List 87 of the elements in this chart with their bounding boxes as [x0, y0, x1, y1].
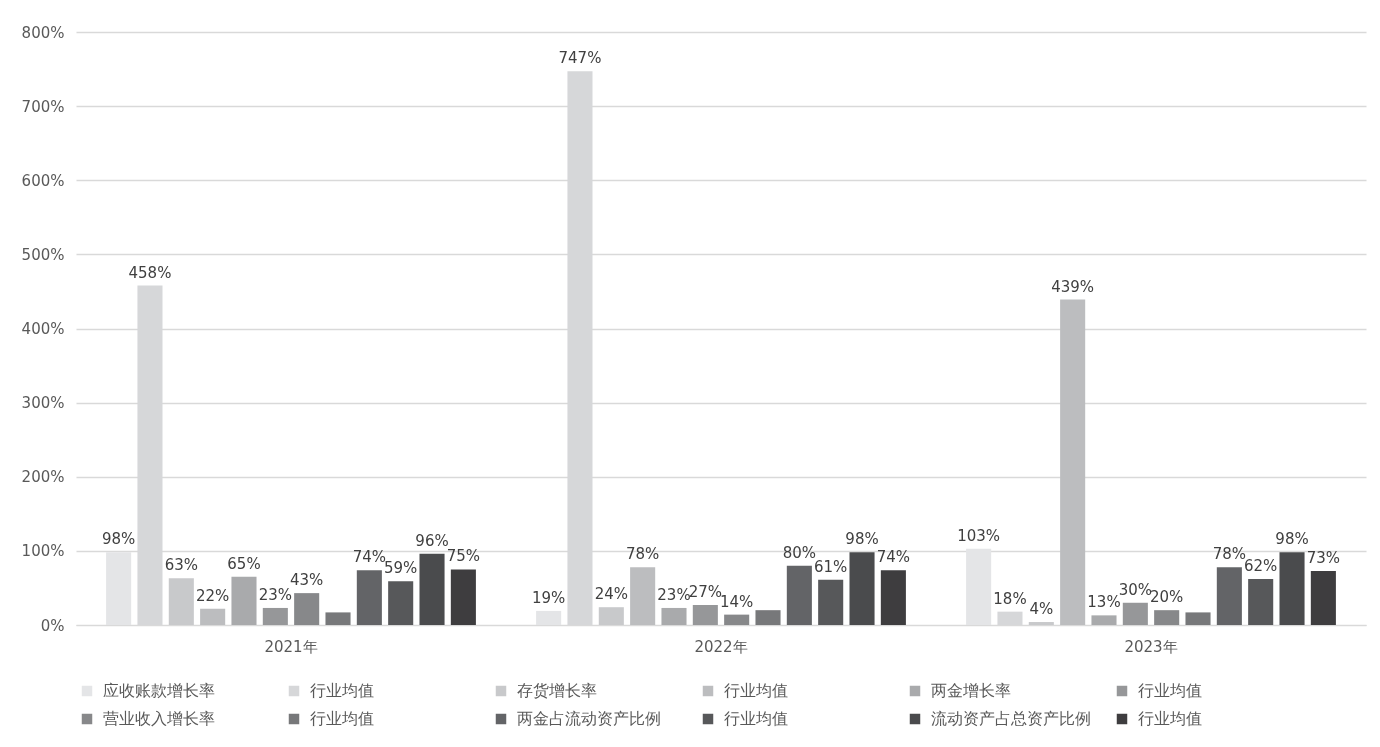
bar — [1091, 615, 1117, 625]
legend-label: 两金增长率 — [931, 681, 1011, 700]
data-label: 61% — [814, 557, 848, 576]
bar — [1028, 622, 1054, 625]
bar — [692, 604, 718, 625]
data-label: 62% — [1244, 557, 1278, 576]
data-label: 24% — [594, 585, 628, 604]
y-tick-label: 500% — [21, 245, 65, 264]
data-label: 19% — [531, 588, 566, 607]
bar — [1248, 579, 1274, 625]
data-label: 30% — [1118, 580, 1152, 599]
data-label: 73% — [1306, 548, 1341, 567]
x-tick-label: 2023年 — [1124, 637, 1178, 656]
legend-label: 流动资产占总资产比例 — [931, 709, 1091, 728]
y-tick-label: 400% — [21, 320, 65, 338]
bar — [450, 569, 476, 625]
data-label: 23% — [657, 585, 691, 604]
y-tick-label: 0% — [40, 616, 65, 635]
bar — [294, 593, 320, 625]
data-label: 59% — [384, 559, 418, 578]
legend-label: 行业均值 — [1138, 709, 1202, 728]
data-label: 4% — [1029, 600, 1054, 619]
data-label: 103% — [957, 526, 1001, 545]
bar — [262, 607, 288, 625]
data-label: 20% — [1150, 588, 1184, 607]
bar — [419, 553, 445, 625]
legend-label: 行业均值 — [724, 681, 788, 700]
bar — [724, 614, 750, 625]
bar — [200, 608, 226, 625]
bar — [1154, 610, 1180, 625]
data-label: 74% — [876, 548, 911, 567]
data-label: 75% — [446, 547, 481, 566]
bar — [849, 552, 875, 625]
data-label: 23% — [258, 585, 292, 604]
legend-label: 行业均值 — [724, 709, 788, 728]
bar — [325, 612, 351, 625]
bar — [231, 576, 257, 625]
bar — [1216, 567, 1242, 625]
data-label: 98% — [101, 530, 136, 549]
bar — [880, 570, 906, 625]
y-tick-label: 700% — [21, 97, 65, 116]
data-label: 98% — [845, 530, 879, 549]
data-label: 13% — [1087, 593, 1121, 612]
bar — [168, 578, 194, 625]
data-label: 18% — [993, 589, 1027, 608]
legend-label: 两金占流动资产比例 — [517, 709, 661, 728]
legend-label: 行业均值 — [310, 681, 374, 700]
bar — [1310, 570, 1336, 625]
data-label: 65% — [227, 554, 261, 573]
data-label: 458% — [128, 263, 172, 282]
data-label: 14% — [720, 592, 754, 611]
y-tick-label: 800% — [21, 23, 65, 42]
legend-label: 行业均值 — [310, 709, 374, 728]
legend-label: 行业均值 — [1138, 681, 1202, 700]
x-tick-label: 2022年 — [694, 637, 748, 656]
data-label: 63% — [164, 556, 198, 575]
data-label: 747% — [558, 49, 602, 68]
bar — [1185, 612, 1211, 625]
bar — [598, 607, 624, 625]
legend-label: 应收账款增长率 — [103, 681, 215, 700]
data-label: 98% — [1275, 530, 1309, 549]
y-tick-label: 300% — [21, 394, 65, 413]
legend-label: 营业收入增长率 — [103, 709, 215, 728]
bar — [818, 579, 844, 625]
legend-label: 存货增长率 — [517, 681, 597, 700]
bar — [1060, 299, 1086, 625]
data-label: 43% — [290, 571, 324, 590]
data-label: 22% — [195, 586, 230, 605]
data-label: 78% — [625, 545, 660, 564]
bar — [966, 548, 992, 625]
bar — [786, 565, 812, 625]
bar — [388, 581, 414, 625]
data-label: 96% — [415, 531, 449, 550]
bar — [661, 607, 687, 625]
data-label: 439% — [1051, 277, 1095, 296]
bar — [356, 570, 382, 625]
bar — [1122, 602, 1148, 625]
y-tick-label: 100% — [21, 542, 65, 561]
bar — [755, 610, 781, 625]
data-label: 80% — [782, 543, 817, 562]
x-tick-label: 2021年 — [264, 637, 318, 656]
bar — [106, 552, 132, 625]
bar — [1279, 552, 1305, 625]
y-tick-label: 600% — [21, 171, 65, 190]
bar — [630, 567, 656, 625]
y-tick-label: 200% — [21, 468, 65, 487]
bar — [536, 610, 562, 625]
